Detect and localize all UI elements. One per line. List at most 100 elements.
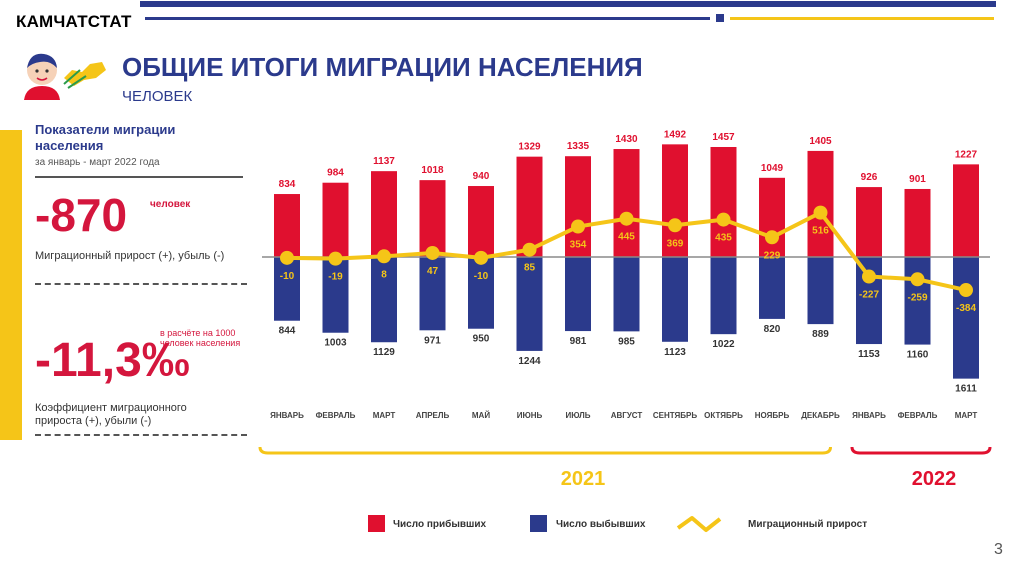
departures-bar (274, 257, 300, 321)
arrivals-bar (371, 171, 397, 257)
x-tick-label: ОКТЯБРЬ (704, 411, 743, 420)
growth-point (765, 230, 779, 245)
growth-label: -384 (956, 303, 976, 314)
page-subtitle: ЧЕЛОВЕК (122, 88, 193, 105)
arrivals-label: 926 (861, 172, 878, 183)
header-line-yellow (730, 17, 994, 20)
migration-growth-label: Миграционный прирост (+), убыль (-) (35, 250, 225, 262)
growth-label: 8 (381, 269, 387, 280)
panel-period: за январь - март 2022 года (35, 157, 160, 168)
top-bar (140, 1, 996, 7)
departures-label: 1022 (712, 339, 735, 350)
arrivals-bar (662, 144, 688, 257)
arrivals-label: 1430 (615, 134, 638, 145)
year-bracket (850, 446, 992, 455)
growth-label: 516 (812, 226, 829, 237)
rate-note: в расчёте на 1000 человек населения (160, 328, 241, 348)
departures-bar (953, 257, 979, 379)
growth-point (522, 242, 537, 257)
growth-label: 47 (427, 266, 439, 277)
x-tick-label: ИЮЛЬ (565, 411, 590, 420)
departures-label: 889 (812, 329, 829, 340)
growth-label: -259 (907, 292, 927, 303)
migration-rate-value: -11,3‰ (35, 334, 190, 387)
migration-growth-value: -870 (35, 189, 128, 241)
x-tick-label: ИЮНЬ (517, 411, 543, 420)
migration-growth-unit: человек (150, 199, 191, 210)
departures-label: 1003 (324, 338, 347, 349)
year-label: 2021 (561, 468, 606, 490)
departures-bar (419, 257, 446, 331)
year-bracket (258, 446, 832, 455)
arrivals-bar (516, 156, 543, 257)
growth-label: 445 (618, 232, 635, 243)
growth-point (328, 251, 343, 266)
arrivals-label: 834 (279, 179, 296, 190)
x-tick-label: ДЕКАБРЬ (801, 411, 840, 420)
header-square (716, 14, 724, 22)
growth-point (668, 218, 682, 233)
growth-point (862, 269, 876, 284)
arrivals-label: 1049 (761, 163, 784, 174)
growth-point (377, 249, 391, 264)
growth-point (571, 219, 585, 234)
arrivals-label: 1137 (373, 156, 395, 167)
growth-label: -10 (280, 271, 295, 282)
departures-label: 1129 (373, 347, 395, 358)
arrivals-label: 1227 (955, 149, 978, 160)
growth-label: -19 (328, 272, 343, 283)
departures-label: 950 (473, 334, 490, 345)
growth-label: 85 (524, 263, 536, 274)
x-tick-label: ФЕВРАЛЬ (316, 411, 356, 420)
arrivals-bar (468, 186, 494, 257)
arrivals-bar (710, 146, 737, 257)
departures-bar (904, 257, 931, 345)
x-tick-label: ЯНВАРЬ (852, 411, 886, 420)
growth-label: 354 (570, 240, 587, 251)
departures-bar (662, 257, 688, 342)
arrivals-label: 1405 (809, 136, 832, 147)
growth-point (280, 250, 294, 265)
growth-point (959, 283, 973, 298)
arrivals-bar (419, 180, 446, 257)
panel-title: Показатели миграции населения (35, 122, 176, 153)
x-tick-label: МАЙ (472, 411, 490, 420)
x-tick-label: ЯНВАРЬ (270, 411, 304, 420)
x-tick-label: НОЯБРЬ (755, 411, 790, 420)
person-map-icon (24, 53, 106, 100)
departures-bar (322, 257, 349, 333)
growth-label: -227 (859, 290, 879, 301)
side-accent-bar (0, 130, 22, 440)
x-tick-label: МАРТ (955, 411, 978, 420)
departures-bar (613, 257, 640, 332)
departures-label: 1244 (518, 356, 541, 367)
arrivals-label: 901 (909, 174, 926, 185)
arrivals-bar (904, 188, 931, 257)
legend-swatch-departures (530, 515, 547, 532)
dashed-divider (35, 283, 247, 285)
arrivals-label: 940 (473, 171, 490, 182)
dashed-divider (35, 434, 247, 436)
departures-bar (371, 257, 397, 343)
departures-bar (759, 257, 785, 319)
arrivals-bar (953, 164, 979, 257)
header-line-dark (145, 17, 710, 20)
arrivals-label: 1018 (421, 165, 444, 176)
growth-label: -10 (474, 271, 489, 282)
departures-bar (516, 257, 543, 351)
arrivals-bar (565, 156, 591, 257)
legend-swatch-arrivals (368, 515, 385, 532)
legend-label-departures: Число выбывших (556, 518, 646, 530)
x-tick-label: АПРЕЛЬ (416, 411, 450, 420)
arrivals-bar (613, 149, 640, 257)
panel-divider (35, 176, 243, 178)
growth-label: 435 (715, 233, 732, 244)
departures-label: 985 (618, 336, 635, 347)
page-number: 3 (994, 541, 1003, 558)
departures-bar (807, 257, 834, 325)
departures-label: 1153 (858, 349, 880, 360)
arrivals-label: 1329 (518, 142, 541, 153)
departures-bar (565, 257, 591, 332)
brand-logo-text: КАМЧАТСТАТ (16, 12, 132, 31)
growth-label: 369 (667, 238, 684, 249)
